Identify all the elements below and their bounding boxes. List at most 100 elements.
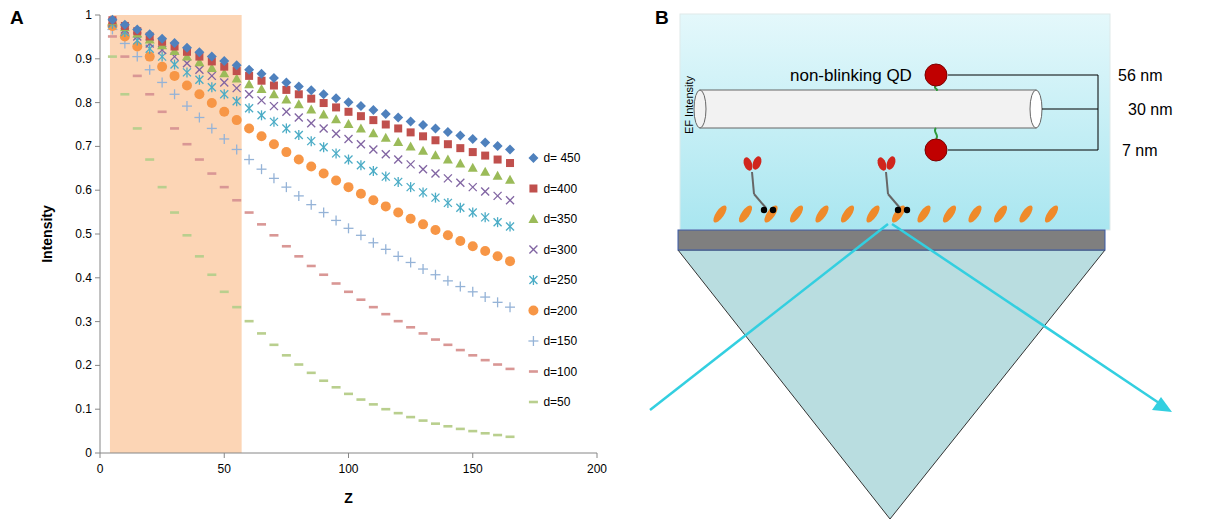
marker xyxy=(258,96,266,104)
marker xyxy=(145,29,155,39)
marker-stroke xyxy=(245,90,253,98)
y-tick xyxy=(95,234,100,235)
marker xyxy=(257,131,267,141)
marker xyxy=(469,208,477,218)
marker xyxy=(506,435,515,438)
marker xyxy=(481,212,489,222)
marker xyxy=(444,174,452,182)
marker xyxy=(220,89,228,99)
y-tick-label: 0.9 xyxy=(75,52,92,66)
marker xyxy=(444,140,452,148)
marker xyxy=(455,282,465,292)
marker xyxy=(307,136,315,146)
marker-stroke xyxy=(373,166,374,176)
legend-label: d=300 xyxy=(543,243,577,257)
marker-stroke xyxy=(407,160,415,168)
surface-protein xyxy=(813,204,831,225)
y-axis-title: Intensity xyxy=(39,205,55,263)
marker-stroke xyxy=(171,60,179,68)
marker-stroke xyxy=(133,36,141,44)
motor-head xyxy=(876,156,888,172)
marker-stroke xyxy=(529,246,537,254)
marker xyxy=(207,98,217,108)
marker-stroke xyxy=(357,140,365,148)
marker-stroke xyxy=(295,113,303,121)
x-tick-label: 150 xyxy=(463,462,483,476)
marker xyxy=(220,78,228,86)
dimension-line xyxy=(1042,109,1098,110)
marker xyxy=(369,306,378,309)
marker xyxy=(494,192,502,200)
marker-stroke xyxy=(472,287,473,297)
marker xyxy=(120,20,130,30)
marker xyxy=(306,200,316,210)
legend: d= 450d=400d=350d=300d=250d=200d=150d=10… xyxy=(528,151,580,409)
incident-beam xyxy=(650,224,888,410)
marker xyxy=(356,230,366,240)
marker-stroke xyxy=(444,199,452,207)
x-tick xyxy=(472,453,473,458)
y-tick-label: 0.3 xyxy=(75,315,92,329)
marker xyxy=(320,124,328,132)
marker xyxy=(219,134,229,144)
series xyxy=(108,18,514,204)
marker xyxy=(319,89,329,99)
marker xyxy=(468,163,478,172)
marker-stroke xyxy=(369,145,377,153)
marker xyxy=(219,107,229,117)
panel-letter: A xyxy=(10,7,24,28)
marker xyxy=(208,82,216,92)
diagram: EF Intensitynon-blinking QD56 nm30 nm7 n… xyxy=(650,14,1172,519)
marker-stroke xyxy=(220,78,228,86)
marker xyxy=(456,179,464,187)
page: A00.10.20.30.40.50.60.70.80.910501001502… xyxy=(0,0,1225,521)
series xyxy=(108,55,515,438)
marker xyxy=(258,110,266,120)
series xyxy=(108,19,514,232)
marker-stroke xyxy=(494,218,502,226)
surface-protein xyxy=(966,204,984,225)
marker-stroke xyxy=(323,208,324,218)
marker xyxy=(194,47,204,57)
marker-stroke xyxy=(220,78,228,86)
marker-stroke xyxy=(282,108,290,116)
marker xyxy=(320,99,328,107)
series xyxy=(107,15,515,155)
marker xyxy=(245,90,253,98)
y-tick xyxy=(95,277,100,278)
marker-stroke xyxy=(345,156,353,164)
marker-stroke xyxy=(158,53,166,61)
marker-stroke xyxy=(323,142,324,152)
marker-stroke xyxy=(245,90,253,98)
marker xyxy=(430,225,440,235)
dimension-line xyxy=(948,150,1098,151)
marker-stroke xyxy=(431,194,439,202)
linker xyxy=(935,86,937,90)
marker xyxy=(528,336,538,346)
marker-stroke xyxy=(360,230,361,240)
marker xyxy=(282,108,290,116)
marker-stroke xyxy=(509,302,510,312)
marker xyxy=(182,143,191,146)
marker-stroke xyxy=(419,188,427,196)
marker-stroke xyxy=(195,76,203,84)
marker-stroke xyxy=(211,123,212,133)
marker-stroke xyxy=(186,101,187,111)
marker-stroke xyxy=(307,137,315,145)
marker-stroke xyxy=(298,191,299,201)
marker xyxy=(407,182,415,192)
marker-stroke xyxy=(422,264,423,274)
surface-protein xyxy=(1017,204,1035,225)
microtubule-end xyxy=(1030,90,1042,128)
marker-stroke xyxy=(394,156,402,164)
marker xyxy=(120,55,129,58)
marker xyxy=(194,112,204,122)
marker-stroke xyxy=(320,124,328,132)
panel-letter: B xyxy=(655,7,669,28)
marker-stroke xyxy=(195,66,203,74)
marker xyxy=(170,71,180,81)
x-tick xyxy=(597,453,598,458)
y-tick-label: 0.1 xyxy=(75,402,92,416)
marker xyxy=(368,195,378,205)
marker xyxy=(208,72,216,80)
